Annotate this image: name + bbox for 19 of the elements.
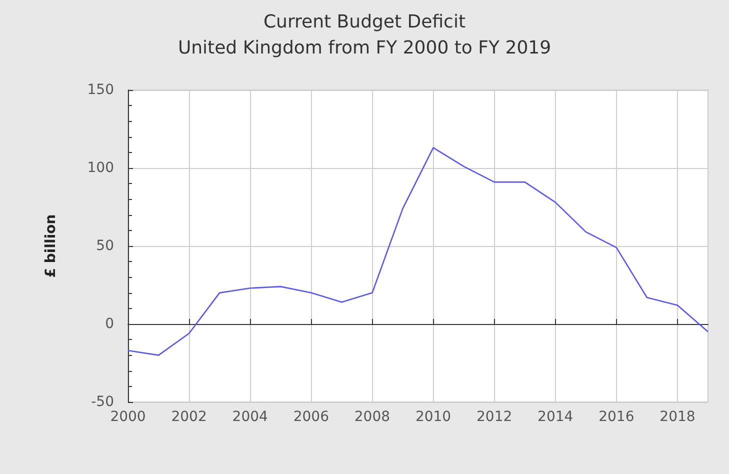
y-tick-label: 0 <box>105 316 114 332</box>
chart-subtitle: United Kingdom from FY 2000 to FY 2019 <box>178 38 552 58</box>
x-tick-label: 2018 <box>660 409 696 425</box>
x-tick-label: 2002 <box>171 409 207 425</box>
x-tick-label: 2012 <box>476 409 512 425</box>
x-tick-label: 2000 <box>110 409 146 425</box>
y-tick-label: 50 <box>96 238 114 254</box>
y-tick-label: 100 <box>87 160 114 176</box>
line-series <box>127 147 709 356</box>
y-tick-label: 150 <box>87 82 114 98</box>
x-tick-label: 2010 <box>415 409 452 425</box>
x-tick-label: 2006 <box>293 409 330 425</box>
x-tick-label: 2016 <box>598 409 634 425</box>
x-tick-label: 2008 <box>354 409 390 425</box>
y-tick-label: -50 <box>91 394 114 410</box>
x-tick-label: 2014 <box>538 409 574 425</box>
y-axis-title: £ billion <box>43 214 59 278</box>
x-tick-label: 2004 <box>232 409 268 425</box>
chart-title: Current Budget Deficit <box>263 12 466 32</box>
